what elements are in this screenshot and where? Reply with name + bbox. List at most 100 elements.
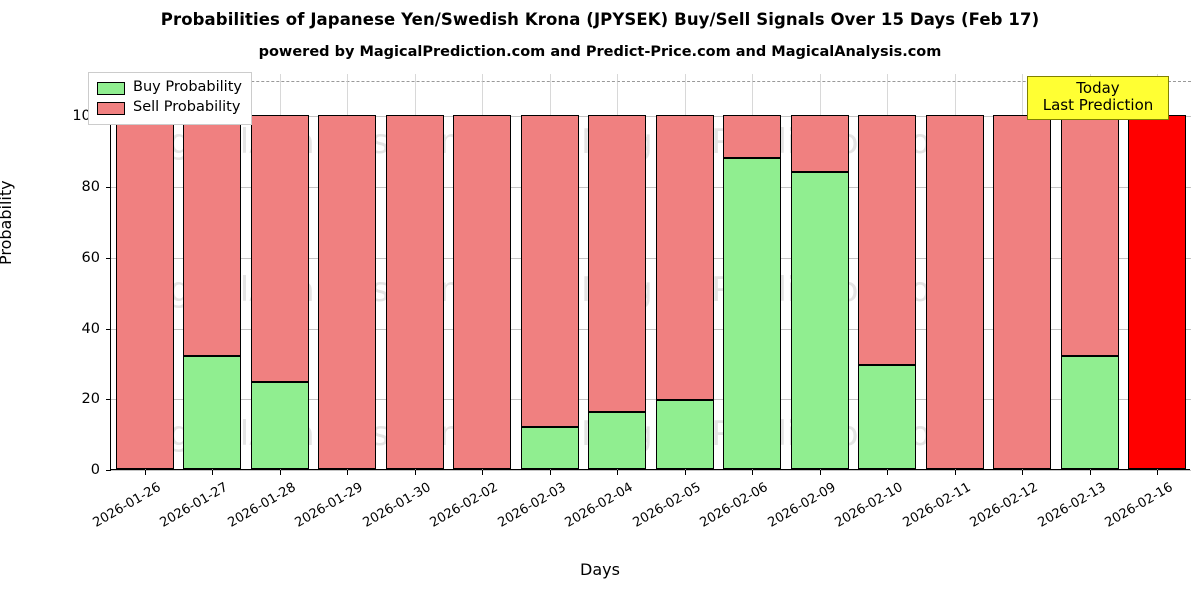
y-gridline: [111, 328, 1191, 330]
sell-segment[interactable]: [723, 115, 782, 158]
y-axis-tick: [106, 328, 111, 330]
reference-line: [111, 81, 1191, 83]
x-axis-tick-label: 2026-02-05: [630, 480, 704, 531]
buy-segment[interactable]: [790, 172, 849, 469]
bar-2026-02-04[interactable]: [588, 73, 647, 469]
y-axis-tick: [106, 470, 111, 471]
y-axis-tick: [106, 257, 111, 259]
chart-legend: Buy Probability Sell Probability: [88, 72, 252, 125]
x-axis-tick: [752, 470, 753, 475]
x-axis-tick-label: 2026-02-13: [1035, 480, 1109, 531]
sell-segment[interactable]: [250, 115, 309, 383]
x-axis-tick: [887, 470, 888, 475]
x-axis-tick-label: 2026-01-26: [90, 480, 164, 531]
x-axis-tick-label: 2026-02-02: [427, 480, 501, 531]
y-axis-tick-label: 80: [81, 179, 100, 196]
x-axis-tick-label: 2026-02-09: [765, 480, 839, 531]
x-axis-tick: [482, 470, 483, 475]
bar-2026-02-05[interactable]: [655, 73, 714, 469]
y-axis-label: Probability: [0, 180, 15, 265]
y-gridline: [111, 257, 1191, 259]
x-axis-tick-label: 2026-02-03: [495, 480, 569, 531]
buy-swatch-icon: [97, 81, 125, 95]
bar-2026-01-29[interactable]: [318, 73, 377, 469]
sell-segment[interactable]: [520, 115, 579, 427]
y-axis-tick-label: 20: [81, 391, 100, 408]
sell-segment[interactable]: [385, 115, 444, 469]
sell-segment[interactable]: [790, 115, 849, 172]
bar-2026-02-13[interactable]: [1060, 73, 1119, 469]
x-axis-tick-label: 2026-02-12: [967, 480, 1041, 531]
x-axis-tick-label: 2026-02-11: [900, 480, 974, 531]
buy-segment[interactable]: [1060, 355, 1119, 469]
x-axis-tick-label: 2026-02-04: [562, 480, 636, 531]
today-annotation: Today Last Prediction: [1027, 76, 1169, 120]
bar-2026-01-30[interactable]: [385, 73, 444, 469]
buy-segment[interactable]: [588, 412, 647, 469]
sell-segment[interactable]: [655, 115, 714, 401]
x-axis-tick: [145, 470, 146, 475]
buy-segment[interactable]: [250, 382, 309, 469]
sell-segment[interactable]: [453, 115, 512, 469]
y-axis-tick: [106, 187, 111, 189]
y-axis-tick-label: 0: [90, 462, 100, 478]
x-axis-tick: [685, 470, 686, 475]
x-axis-tick: [1090, 470, 1091, 475]
sell-segment[interactable]: [183, 115, 242, 356]
sell-segment[interactable]: [993, 115, 1052, 469]
legend-label-sell: Sell Probability: [133, 99, 241, 116]
x-axis-tick-label: 2026-02-06: [697, 480, 771, 531]
bar-2026-02-16[interactable]: [1128, 73, 1187, 469]
buy-segment[interactable]: [655, 400, 714, 469]
bar-2026-01-28[interactable]: [250, 73, 309, 469]
y-axis-tick-label: 60: [81, 249, 100, 266]
chart-subtitle: powered by MagicalPrediction.com and Pre…: [258, 44, 942, 60]
today-label-line1: Today: [1076, 79, 1120, 97]
bar-2026-02-03[interactable]: [520, 73, 579, 469]
sell-segment[interactable]: [858, 115, 917, 365]
sell-segment[interactable]: [588, 115, 647, 413]
x-axis-tick: [617, 470, 618, 475]
y-axis-tick-label: 40: [81, 320, 100, 337]
buy-segment[interactable]: [723, 157, 782, 469]
legend-item-sell: Sell Probability: [97, 98, 242, 118]
legend-label-buy: Buy Probability: [133, 79, 242, 96]
x-axis-tick: [415, 470, 416, 475]
today-bar-segment[interactable]: [1128, 115, 1187, 469]
x-axis-tick-label: 2026-01-27: [157, 480, 231, 531]
x-axis-tick: [550, 470, 551, 475]
x-axis-tick: [1157, 470, 1158, 475]
bar-2026-02-10[interactable]: [858, 73, 917, 469]
x-axis-tick-label: 2026-01-30: [360, 480, 434, 531]
sell-segment[interactable]: [925, 115, 984, 469]
y-gridline: [111, 399, 1191, 401]
x-axis-tick: [347, 470, 348, 475]
bar-2026-01-27[interactable]: [183, 73, 242, 469]
x-axis-tick: [212, 470, 213, 475]
buy-segment[interactable]: [183, 355, 242, 469]
plot-inner: MagicalAnalysis.com MagicalPrediction.co…: [106, 73, 1191, 471]
buy-segment[interactable]: [858, 364, 917, 469]
buy-segment[interactable]: [520, 426, 579, 469]
x-axis-tick: [955, 470, 956, 475]
bar-2026-02-02[interactable]: [453, 73, 512, 469]
sell-swatch-icon: [97, 101, 125, 115]
legend-item-buy: Buy Probability: [97, 78, 242, 98]
sell-segment[interactable]: [1060, 115, 1119, 356]
sell-segment[interactable]: [318, 115, 377, 469]
bar-2026-02-11[interactable]: [925, 73, 984, 469]
chart-title: Probabilities of Japanese Yen/Swedish Kr…: [160, 10, 1040, 29]
bar-2026-02-12[interactable]: [993, 73, 1052, 469]
today-label-line2: Last Prediction: [1042, 96, 1154, 115]
bar-2026-02-09[interactable]: [790, 73, 849, 469]
bar-2026-01-26[interactable]: [115, 73, 174, 469]
x-axis-tick-label: 2026-01-28: [225, 480, 299, 531]
sell-segment[interactable]: [115, 115, 174, 469]
y-axis-tick: [106, 399, 111, 401]
x-axis-tick-label: 2026-02-10: [832, 480, 906, 531]
x-axis-tick: [1022, 470, 1023, 475]
x-axis-label: Days: [580, 560, 620, 579]
bar-2026-02-06[interactable]: [723, 73, 782, 469]
plot-area: MagicalAnalysis.com MagicalPrediction.co…: [106, 73, 1191, 475]
